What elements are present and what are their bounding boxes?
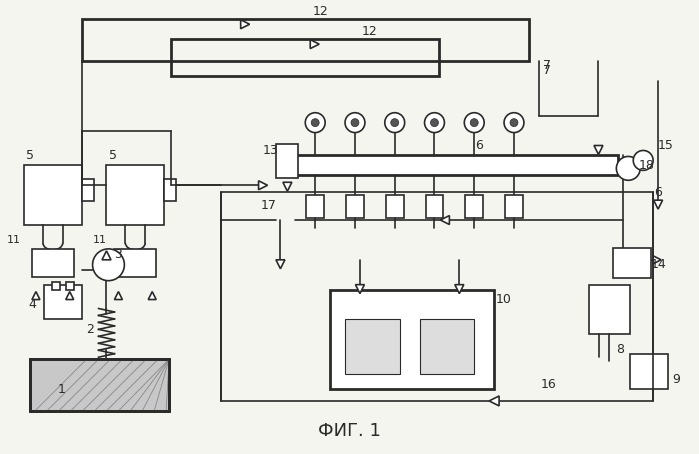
Text: 9: 9 xyxy=(672,373,680,385)
Polygon shape xyxy=(654,200,663,209)
Polygon shape xyxy=(32,291,40,300)
Polygon shape xyxy=(356,285,364,294)
Text: 6: 6 xyxy=(475,139,483,152)
Bar xyxy=(106,165,164,225)
Circle shape xyxy=(345,113,365,133)
Bar xyxy=(346,195,364,218)
Bar xyxy=(30,359,169,411)
Text: 3: 3 xyxy=(115,248,122,262)
Bar xyxy=(276,143,298,178)
Polygon shape xyxy=(148,291,156,300)
Bar xyxy=(82,179,94,201)
Bar xyxy=(52,281,60,290)
Circle shape xyxy=(633,150,653,170)
Bar xyxy=(306,195,324,218)
Bar xyxy=(614,248,651,278)
Text: 4: 4 xyxy=(28,298,36,311)
Circle shape xyxy=(424,113,445,133)
Circle shape xyxy=(470,118,478,127)
Text: 7: 7 xyxy=(543,59,551,73)
Text: 18: 18 xyxy=(638,159,654,172)
Bar xyxy=(386,195,403,218)
Text: 12: 12 xyxy=(312,5,328,18)
Bar xyxy=(589,285,630,334)
Bar xyxy=(296,155,619,175)
Polygon shape xyxy=(283,182,292,191)
Text: 5: 5 xyxy=(26,149,34,162)
Text: ФИГ. 1: ФИГ. 1 xyxy=(317,422,380,440)
Bar xyxy=(221,192,653,401)
Circle shape xyxy=(351,118,359,127)
Bar xyxy=(24,165,82,225)
Polygon shape xyxy=(240,20,250,29)
Text: 7: 7 xyxy=(543,64,551,78)
Polygon shape xyxy=(653,256,661,264)
Circle shape xyxy=(617,157,640,180)
Polygon shape xyxy=(310,39,319,49)
Bar xyxy=(330,290,494,389)
Text: 5: 5 xyxy=(110,149,117,162)
Polygon shape xyxy=(259,181,268,190)
Bar xyxy=(44,285,82,320)
Polygon shape xyxy=(489,396,499,406)
Bar xyxy=(30,359,169,411)
Bar xyxy=(630,354,668,389)
Text: 11: 11 xyxy=(7,235,21,245)
Circle shape xyxy=(391,118,398,127)
Circle shape xyxy=(510,118,518,127)
Bar xyxy=(32,249,73,276)
Bar xyxy=(345,320,400,374)
Text: 10: 10 xyxy=(496,293,512,306)
Text: 12: 12 xyxy=(362,25,377,38)
Text: 13: 13 xyxy=(263,144,278,157)
Bar xyxy=(466,195,483,218)
Bar xyxy=(82,19,529,61)
Bar xyxy=(505,195,523,218)
Bar xyxy=(164,179,176,201)
Polygon shape xyxy=(455,285,464,294)
Circle shape xyxy=(431,118,438,127)
Bar xyxy=(115,249,156,276)
Text: 15: 15 xyxy=(658,139,674,152)
Text: 14: 14 xyxy=(650,258,666,271)
Text: 8: 8 xyxy=(617,343,624,356)
Text: 11: 11 xyxy=(92,235,106,245)
Polygon shape xyxy=(440,216,449,225)
Bar xyxy=(171,39,440,76)
Polygon shape xyxy=(115,291,122,300)
Circle shape xyxy=(464,113,484,133)
Circle shape xyxy=(305,113,325,133)
Circle shape xyxy=(311,118,319,127)
Polygon shape xyxy=(276,260,285,269)
Bar xyxy=(419,320,474,374)
Circle shape xyxy=(384,113,405,133)
Polygon shape xyxy=(102,251,111,260)
Circle shape xyxy=(92,249,124,281)
Text: 1: 1 xyxy=(58,383,66,395)
Bar xyxy=(426,195,443,218)
Polygon shape xyxy=(594,145,603,154)
Circle shape xyxy=(504,113,524,133)
Bar xyxy=(66,281,73,290)
Polygon shape xyxy=(66,291,73,300)
Text: 6: 6 xyxy=(654,186,662,199)
Text: 16: 16 xyxy=(541,378,556,390)
Text: 17: 17 xyxy=(261,199,276,212)
Text: 2: 2 xyxy=(86,323,94,336)
